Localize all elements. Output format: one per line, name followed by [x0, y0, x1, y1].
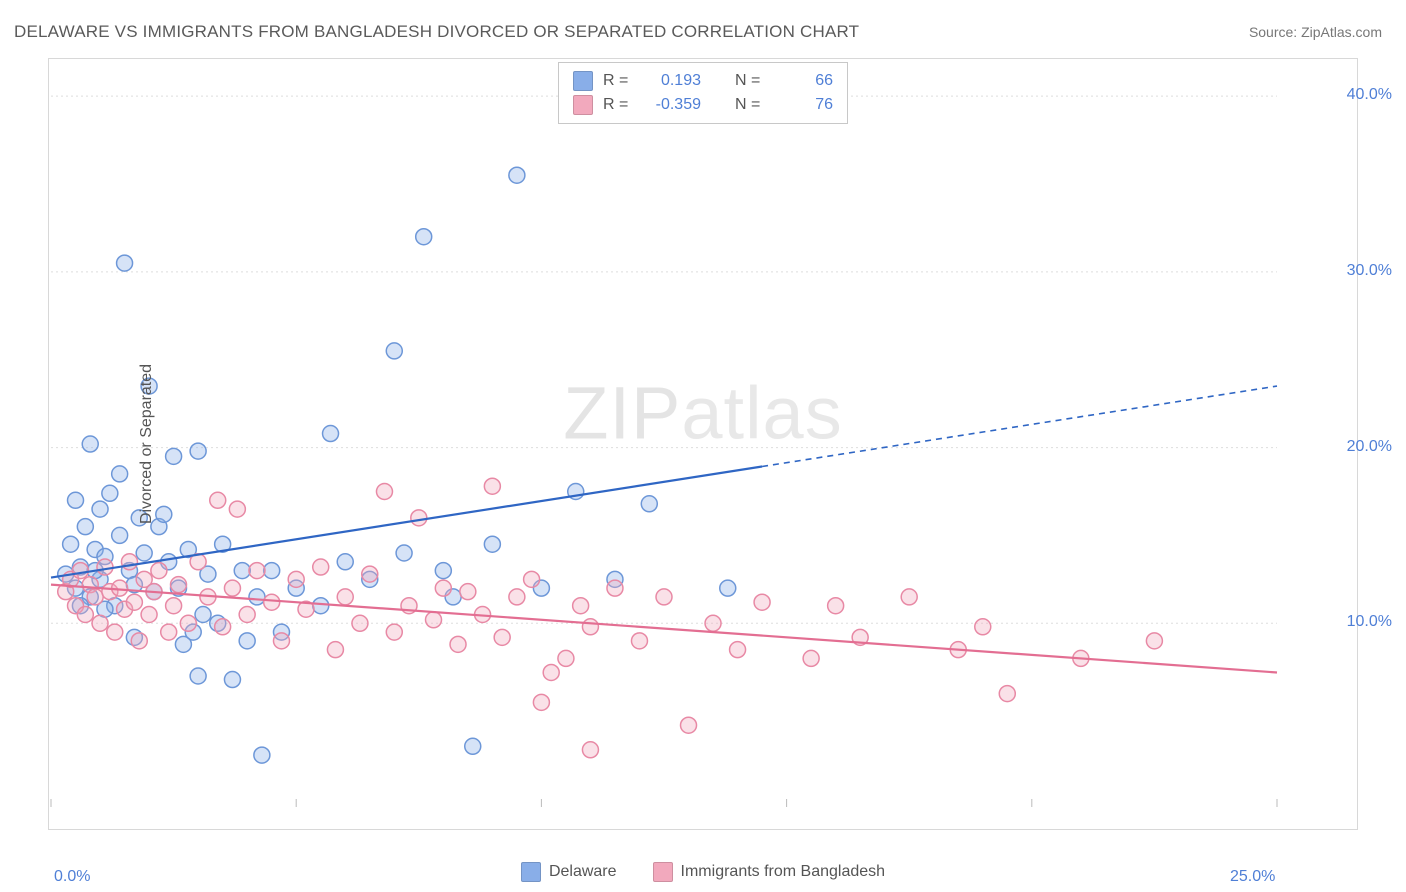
stats-row: R = 0.193 N = 66: [573, 69, 833, 93]
source-attribution: Source: ZipAtlas.com: [1249, 24, 1382, 40]
stats-legend: R = 0.193 N = 66 R = -0.359 N = 76: [558, 62, 848, 124]
bottom-legend: Delaware Immigrants from Bangladesh: [0, 862, 1406, 882]
x-tick-label: 0.0%: [54, 868, 90, 886]
n-label: N =: [735, 96, 763, 114]
r-label: R =: [603, 72, 631, 90]
r-value: 0.193: [641, 72, 701, 90]
source-label: Source:: [1249, 24, 1301, 40]
stats-row: R = -0.359 N = 76: [573, 93, 833, 117]
legend-swatch-icon: [521, 862, 541, 882]
n-label: N =: [735, 72, 763, 90]
legend-label: Delaware: [549, 863, 617, 881]
y-axis-label: Divorced or Separated: [138, 364, 156, 524]
scatter-svg: [49, 59, 1357, 829]
legend-label: Immigrants from Bangladesh: [681, 863, 886, 881]
r-label: R =: [603, 96, 631, 114]
chart-title: DELAWARE VS IMMIGRANTS FROM BANGLADESH D…: [14, 22, 859, 42]
legend-swatch-icon: [573, 95, 593, 115]
legend-swatch-icon: [573, 71, 593, 91]
r-value: -0.359: [641, 96, 701, 114]
y-tick-label: 10.0%: [1347, 613, 1392, 631]
legend-item: Delaware: [521, 862, 617, 882]
y-tick-label: 40.0%: [1347, 86, 1392, 104]
n-value: 76: [773, 96, 833, 114]
legend-item: Immigrants from Bangladesh: [653, 862, 886, 882]
y-tick-label: 30.0%: [1347, 262, 1392, 280]
plot-area: Divorced or Separated ZIPatlas: [48, 58, 1358, 830]
x-tick-label: 25.0%: [1230, 868, 1275, 886]
n-value: 66: [773, 72, 833, 90]
legend-swatch-icon: [653, 862, 673, 882]
y-tick-label: 20.0%: [1347, 438, 1392, 456]
source-link[interactable]: ZipAtlas.com: [1301, 24, 1382, 40]
